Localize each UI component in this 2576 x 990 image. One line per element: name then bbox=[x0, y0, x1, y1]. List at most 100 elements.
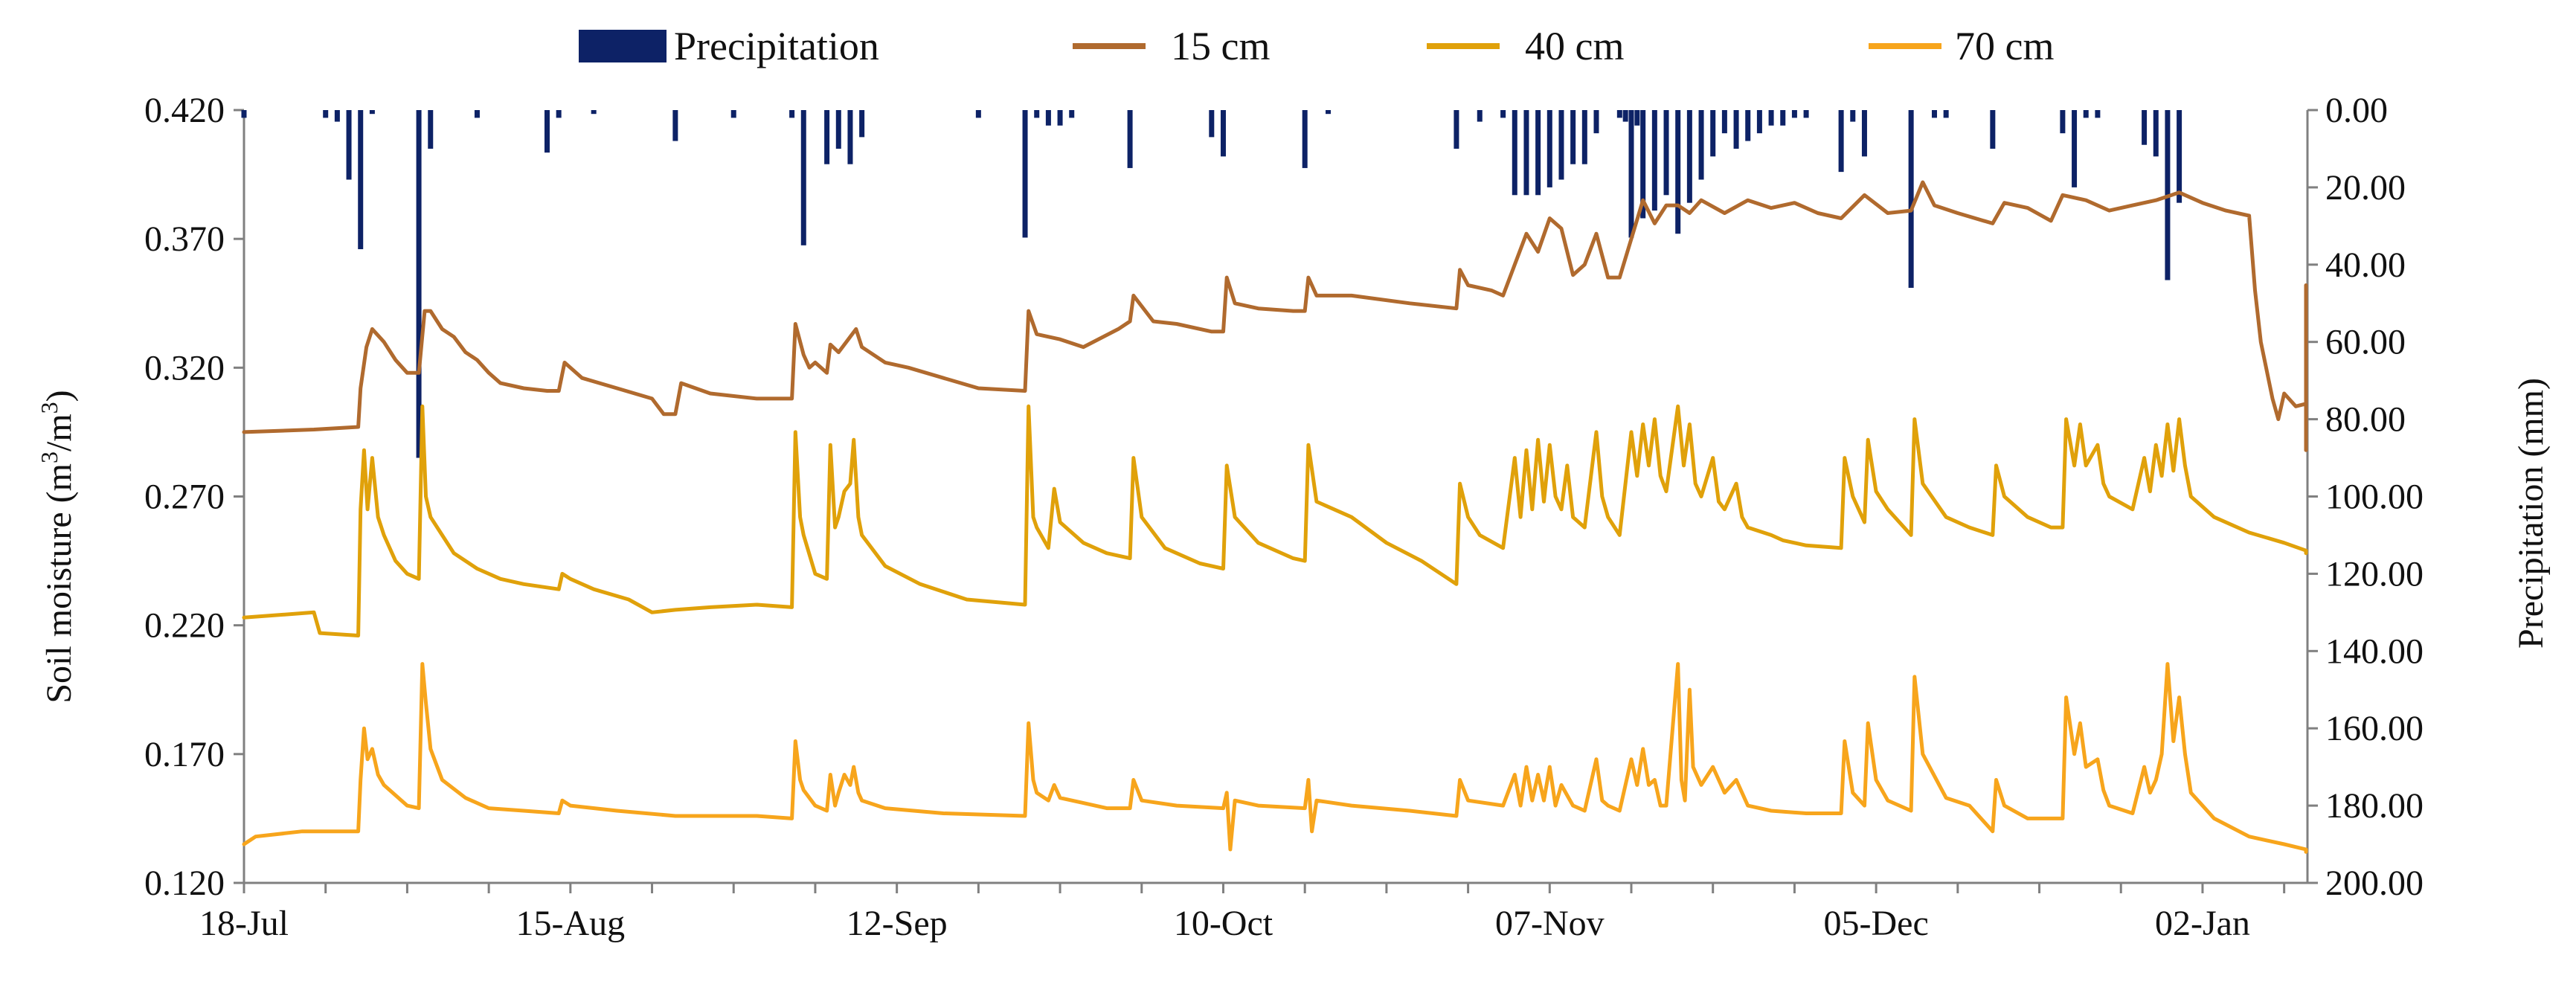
precipitation-bar bbox=[1593, 110, 1599, 134]
precipitation-bar bbox=[672, 110, 678, 141]
precipitation-bar bbox=[1546, 110, 1552, 187]
precipitation-bar bbox=[824, 110, 830, 164]
precipitation-bar bbox=[474, 110, 480, 118]
precipitation-bar bbox=[2142, 110, 2148, 145]
precipitation-bar bbox=[1523, 110, 1529, 196]
precipitation-bar bbox=[1943, 110, 1949, 118]
precipitation-bar bbox=[1931, 110, 1937, 118]
precipitation-bar bbox=[556, 110, 562, 118]
precipitation-bar bbox=[1634, 110, 1640, 126]
precipitation-bar bbox=[1768, 110, 1774, 126]
precipitation-bar bbox=[1326, 110, 1332, 115]
precipitation-bar bbox=[1686, 110, 1692, 203]
right-axis-title: Precipitation (mm) bbox=[2511, 378, 2551, 649]
precipitation-bar bbox=[1022, 110, 1028, 238]
precipitation-bar bbox=[1663, 110, 1669, 196]
precipitation-bar bbox=[1057, 110, 1063, 126]
precipitation-bar bbox=[416, 110, 422, 458]
precipitation-bar bbox=[789, 110, 795, 118]
right-tick-label: 80.00 bbox=[2325, 400, 2406, 440]
precipitation-bar bbox=[1850, 110, 1856, 122]
precipitation-bar bbox=[1302, 110, 1308, 168]
precipitation-bar bbox=[1838, 110, 1844, 173]
precipitation-bar bbox=[591, 110, 597, 115]
left-tick-label: 0.420 bbox=[144, 91, 225, 130]
precipitation-bar bbox=[1616, 110, 1622, 118]
left-tick-label: 0.370 bbox=[144, 219, 225, 259]
soil-moisture-lines bbox=[242, 180, 2308, 854]
right-axis-tick-labels: 0.00 20.00 40.00 60.00 80.00 100.00 120.00 140.… bbox=[2325, 91, 2424, 903]
precipitation-bar bbox=[1745, 110, 1751, 141]
precipitation-bar bbox=[1698, 110, 1704, 180]
precipitation-bar bbox=[1034, 110, 1040, 118]
right-tick-label: 20.00 bbox=[2325, 168, 2406, 208]
precipitation-bar bbox=[1570, 110, 1576, 164]
right-tick-label: 120.00 bbox=[2325, 554, 2424, 594]
legend-label-40cm: 40 cm bbox=[1525, 24, 1624, 68]
precipitation-bar bbox=[1454, 110, 1459, 149]
precipitation-bar bbox=[1581, 110, 1587, 164]
precipitation-bar bbox=[1710, 110, 1716, 157]
left-tick-label: 0.270 bbox=[144, 478, 225, 517]
precipitation-bar bbox=[1780, 110, 1786, 126]
left-axis-tick-labels: 0.420 0.370 0.320 0.270 0.220 0.170 0.120 bbox=[144, 91, 225, 903]
right-tick-label: 0.00 bbox=[2325, 91, 2388, 130]
precipitation-bar bbox=[334, 110, 340, 122]
precipitation-bar bbox=[346, 110, 352, 180]
series-line-15cm bbox=[242, 180, 2308, 452]
x-axis-tick-labels: 18-Jul 15-Aug 12-Sep 10-Oct 07-Nov 05-Dec 02-J… bbox=[199, 904, 2250, 943]
left-tick-label: 0.320 bbox=[144, 348, 225, 388]
x-tick-label: 05-Dec bbox=[1823, 904, 1928, 943]
precipitation-bar bbox=[1675, 110, 1681, 234]
precipitation-bar bbox=[1733, 110, 1739, 149]
right-tick-label: 40.00 bbox=[2325, 245, 2406, 285]
precipitation-bar bbox=[1069, 110, 1075, 118]
precipitation-bar bbox=[2083, 110, 2089, 118]
precipitation-bar bbox=[1558, 110, 1564, 180]
precipitation-bar bbox=[1622, 110, 1628, 122]
x-tick-label: 12-Sep bbox=[847, 904, 948, 943]
precipitation-bars bbox=[241, 110, 2182, 458]
series-line-70cm bbox=[242, 662, 2308, 854]
left-tick-label: 0.170 bbox=[144, 735, 225, 774]
precipitation-bar bbox=[1721, 110, 1727, 134]
precipitation-bar bbox=[2153, 110, 2159, 157]
precipitation-bar bbox=[2095, 110, 2101, 118]
precipitation-bar bbox=[975, 110, 981, 118]
precipitation-bar bbox=[241, 110, 247, 118]
precipitation-bar bbox=[1803, 110, 1809, 118]
left-axis-title: Soil moisture (m3/m3) bbox=[36, 390, 79, 703]
precipitation-bar bbox=[1861, 110, 1867, 157]
precipitation-bar bbox=[1640, 110, 1646, 219]
x-tick-label: 15-Aug bbox=[515, 904, 625, 943]
precipitation-bar bbox=[1209, 110, 1215, 138]
precipitation-bar bbox=[859, 110, 865, 138]
legend-label-15cm: 15 cm bbox=[1171, 24, 1270, 68]
precipitation-bar bbox=[323, 110, 329, 118]
left-tick-label: 0.120 bbox=[144, 864, 225, 903]
precipitation-bar bbox=[847, 110, 853, 164]
x-tick-label: 02-Jan bbox=[2155, 904, 2250, 943]
precipitation-bar bbox=[1500, 110, 1506, 118]
precipitation-bar bbox=[800, 110, 806, 245]
precipitation-bar bbox=[1535, 110, 1541, 196]
precipitation-bar bbox=[369, 110, 375, 115]
precipitation-bar bbox=[1127, 110, 1133, 168]
right-tick-label: 60.00 bbox=[2325, 323, 2406, 362]
x-tick-label: 10-Oct bbox=[1174, 904, 1273, 943]
right-tick-label: 180.00 bbox=[2325, 786, 2424, 826]
axes bbox=[234, 109, 2318, 893]
legend: Precipitation 15 cm 40 cm 70 cm bbox=[579, 24, 2054, 68]
left-tick-label: 0.220 bbox=[144, 606, 225, 646]
precipitation-bar bbox=[1990, 110, 1996, 149]
precipitation-bar bbox=[1477, 110, 1483, 122]
right-tick-label: 160.00 bbox=[2325, 709, 2424, 748]
precipitation-bar bbox=[1512, 110, 1517, 196]
series-line-40cm bbox=[242, 404, 2308, 637]
precipitation-bar bbox=[1045, 110, 1051, 126]
precipitation-bar bbox=[1756, 110, 1762, 134]
precipitation-bar bbox=[835, 110, 841, 149]
legend-label-70cm: 70 cm bbox=[1955, 24, 2054, 68]
legend-label-precipitation: Precipitation bbox=[674, 24, 879, 68]
